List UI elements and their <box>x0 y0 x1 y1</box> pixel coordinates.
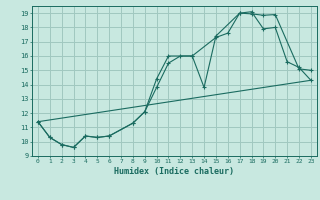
X-axis label: Humidex (Indice chaleur): Humidex (Indice chaleur) <box>115 167 234 176</box>
